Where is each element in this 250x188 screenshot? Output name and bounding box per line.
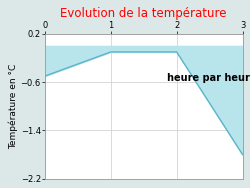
Text: heure par heure: heure par heure [167,73,250,83]
Title: Evolution de la température: Evolution de la température [60,7,227,20]
Y-axis label: Température en °C: Température en °C [8,64,18,149]
